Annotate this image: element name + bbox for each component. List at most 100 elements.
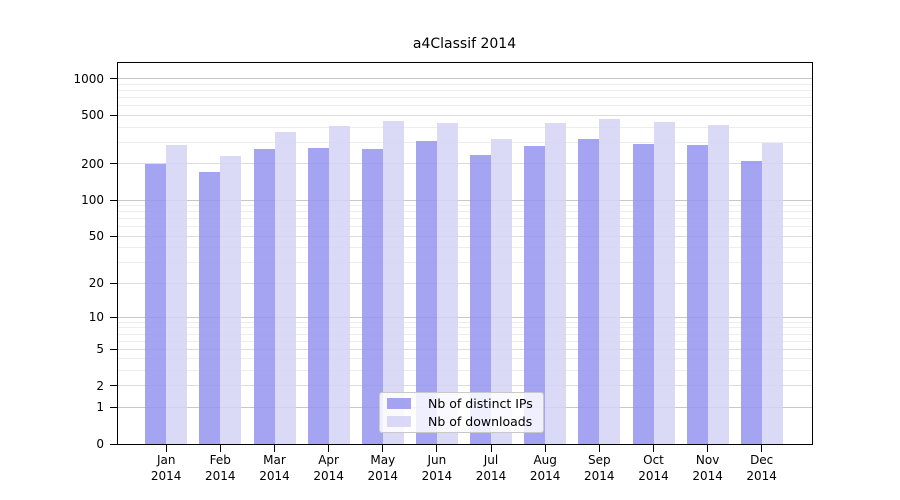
gridline-y-50 [118,235,812,237]
gridline-minor-y-80 [118,211,812,213]
x-tick-month-sep: Sep [587,453,611,467]
bar-downloads-oct [653,122,675,444]
x-tick-year-jan: 2014 [150,469,182,483]
x-tick-jan [165,445,167,452]
gridline-minor-y-3 [118,370,812,372]
bar-distinct-ips-aug [524,146,546,444]
x-tick-may [382,445,384,452]
x-tick-month-jun: Jun [427,453,447,467]
gridline-y-200 [118,163,812,165]
spine-bottom [117,444,813,445]
legend-label-distinct-ips: Nb of distinct IPs [428,396,533,411]
x-tick-year-aug: 2014 [529,469,561,483]
x-tick-label-jul: Jul 2014 [461,452,521,484]
x-tick-year-apr: 2014 [313,469,344,483]
x-tick-label-oct: Oct 2014 [624,452,684,484]
x-tick-label-may: May 2014 [353,452,413,484]
gridline-minor-y-30 [118,262,812,263]
x-tick-mar [274,445,275,452]
x-tick-nov [707,445,709,452]
bar-distinct-ips-apr [307,147,329,444]
spine-right [812,62,813,445]
x-tick-month-jan: Jan [156,453,176,467]
x-tick-label-dec: Dec 2014 [732,452,792,484]
y-tick-label-2: 2 [96,378,104,393]
bar-distinct-ips-feb [199,171,221,444]
x-tick-month-aug: Aug [533,453,557,467]
x-tick-label-jan: Jan 2014 [136,452,196,484]
legend-entry-downloads: Nb of downloads [380,413,543,431]
legend-label-downloads: Nb of downloads [428,414,533,429]
y-tick-10 [110,316,117,318]
bar-downloads-jan [166,145,188,444]
bar-downloads-dec [761,142,783,444]
gridline-minor-y-4 [118,358,812,360]
x-tick-year-sep: 2014 [584,469,615,483]
y-tick-0 [110,443,117,445]
x-tick-jun [436,445,438,452]
y-tick-5 [110,348,117,350]
x-tick-label-apr: Apr 2014 [299,452,359,484]
bar-downloads-mar [274,131,296,444]
y-tick-label-200: 200 [81,156,104,171]
y-tick-label-1: 1 [96,400,104,415]
x-tick-year-dec: 2014 [746,469,777,483]
bar-downloads-sep [599,119,621,444]
x-tick-year-jul: 2014 [475,469,507,483]
bar-downloads-apr [328,125,350,444]
y-tick-1000 [110,78,117,80]
x-tick-dec [761,445,763,452]
gridline-minor-y-600 [118,105,812,107]
x-tick-feb [219,445,221,452]
x-tick-label-nov: Nov 2014 [678,452,738,484]
gridline-y-2 [118,385,812,387]
y-tick-label-20: 20 [88,276,104,291]
gridline-y-10 [118,316,812,318]
gridline-minor-y-70 [118,218,812,220]
x-tick-jul [490,445,492,452]
gridline-minor-y-900 [118,83,812,85]
y-tick-200 [110,163,117,165]
x-tick-label-feb: Feb 2014 [190,452,250,484]
x-tick-month-dec: Dec [750,453,774,467]
y-tick-label-500: 500 [81,108,104,123]
legend: Nb of distinct IPs Nb of downloads [379,392,544,433]
gridline-minor-y-8 [118,327,812,329]
x-tick-year-feb: 2014 [205,469,236,483]
y-tick-label-10: 10 [88,310,104,325]
bar-distinct-ips-dec [740,161,762,444]
legend-swatch-downloads [387,416,411,427]
bar-downloads-aug [545,122,567,444]
bar-downloads-feb [220,156,242,444]
x-tick-label-sep: Sep 2014 [569,452,629,484]
y-tick-2 [110,385,117,387]
x-tick-label-aug: Aug 2014 [515,452,575,484]
gridline-minor-y-300 [118,141,812,143]
gridline-minor-y-90 [118,205,812,207]
x-tick-sep [598,445,600,452]
x-tick-month-feb: Feb [209,453,231,467]
y-tick-label-50: 50 [88,229,104,244]
gridline-minor-y-40 [118,247,812,249]
x-tick-year-mar: 2014 [259,469,290,483]
x-tick-month-may: May [370,453,396,467]
x-tick-month-jul: Jul [483,453,499,467]
x-tick-year-nov: 2014 [692,469,723,483]
y-tick-label-100: 100 [81,193,104,208]
gridline-y-20 [118,282,812,284]
x-tick-month-nov: Nov [695,453,720,467]
gridline-minor-y-400 [118,126,812,128]
y-tick-label-5: 5 [96,342,104,357]
legend-entry-distinct-ips: Nb of distinct IPs [380,395,543,413]
y-tick-1 [110,406,117,408]
x-tick-aug [544,445,546,452]
bar-distinct-ips-oct [632,144,654,444]
y-tick-label-1000: 1000 [73,71,104,86]
gridline-minor-y-700 [118,97,812,99]
gridline-minor-y-6 [118,340,812,342]
gridline-minor-y-7 [118,333,812,335]
x-tick-month-mar: Mar [263,453,286,467]
x-tick-year-oct: 2014 [638,469,669,483]
bar-distinct-ips-sep [578,139,600,444]
